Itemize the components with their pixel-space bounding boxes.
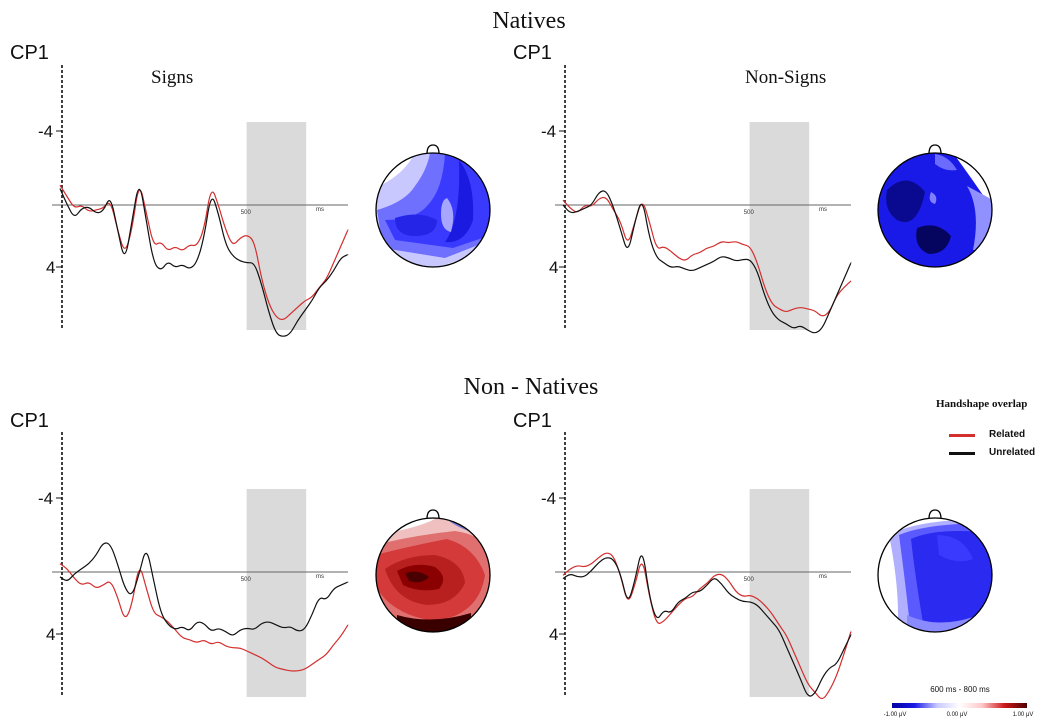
erp-plot: -4 4 500 ms — [38, 65, 349, 337]
condition-label: Non-Signs — [745, 67, 827, 88]
analysis-window — [749, 489, 810, 697]
analysis-window — [246, 489, 307, 697]
y-tick-label: -4 — [541, 122, 556, 141]
x-tick-label: 500 — [744, 577, 755, 583]
series-line-related — [562, 196, 852, 317]
series-line-related — [59, 563, 349, 672]
colorbar-tick-max: 1.00 μV — [1012, 712, 1034, 718]
colorbar-range-label: 600 ms - 800 ms — [930, 685, 990, 694]
colorbar-tick-min: -1.00 μV — [883, 712, 907, 718]
legend-swatch — [949, 452, 975, 455]
legend-item-unrelated: Unrelated — [949, 447, 1049, 459]
erp-plot: -4 4 500 ms — [541, 65, 852, 334]
series-line-unrelated — [59, 542, 349, 636]
x-tick-label: ms — [316, 574, 324, 580]
y-tick-label: -4 — [38, 122, 53, 141]
erp-plot: -4 4 500 ms — [541, 432, 852, 700]
erp-panel-natives-non-signs: CP1 Non-Signs -4 4 500 ms — [513, 40, 983, 360]
colorbar: 600 ms - 800 ms -1.00 μV 0.00 μV 1.00 μV — [883, 685, 1035, 723]
topo-map-non-natives-non-signs — [877, 509, 993, 633]
y-tick-label: 4 — [46, 625, 55, 644]
legend: Handshape overlap Related Unrelated — [936, 398, 1051, 468]
electrode-label: CP1 — [513, 410, 552, 432]
electrode-label: CP1 — [10, 42, 49, 64]
y-tick-label: 4 — [549, 625, 558, 644]
topo-map-natives-non-signs — [877, 144, 993, 268]
erp-panel-non-natives-signs: CP1 -4 4 500 ms — [10, 407, 480, 727]
x-tick-label: ms — [819, 207, 827, 213]
electrode-label: CP1 — [10, 410, 49, 432]
analysis-window — [749, 122, 810, 330]
series-line-unrelated — [562, 190, 852, 334]
electrode-label: CP1 — [513, 42, 552, 64]
legend-label: Related — [989, 429, 1026, 440]
series-line-unrelated — [562, 555, 852, 697]
erp-panel-natives-signs: CP1 Signs -4 4 500 ms — [10, 40, 480, 360]
x-tick-label: 500 — [744, 210, 755, 216]
y-tick-label: 4 — [549, 258, 558, 277]
topo-map-natives-signs — [375, 144, 491, 268]
colorbar-gradient — [892, 703, 1027, 708]
legend-label: Unrelated — [989, 447, 1036, 458]
legend-item-related: Related — [949, 429, 1049, 441]
analysis-window — [246, 122, 307, 330]
series-line-unrelated — [59, 188, 349, 337]
x-tick-label: 500 — [241, 210, 252, 216]
topo-map-non-natives-signs — [375, 509, 491, 633]
legend-title: Handshape overlap — [936, 398, 1028, 410]
y-tick-label: -4 — [38, 489, 53, 508]
title-non-natives: Non - Natives — [463, 374, 599, 400]
legend-swatch — [949, 434, 975, 437]
erp-panel-non-natives-non-signs: CP1 -4 4 500 ms — [513, 407, 983, 727]
condition-label: Signs — [151, 67, 194, 88]
series-line-related — [562, 552, 852, 700]
erp-plot: -4 4 500 ms — [38, 432, 349, 697]
colorbar-tick-zero: 0.00 μV — [946, 712, 968, 718]
x-tick-label: ms — [316, 207, 324, 213]
title-natives: Natives — [492, 8, 566, 34]
x-tick-label: ms — [819, 574, 827, 580]
y-tick-label: 4 — [46, 258, 55, 277]
x-tick-label: 500 — [241, 577, 252, 583]
y-tick-label: -4 — [541, 489, 556, 508]
